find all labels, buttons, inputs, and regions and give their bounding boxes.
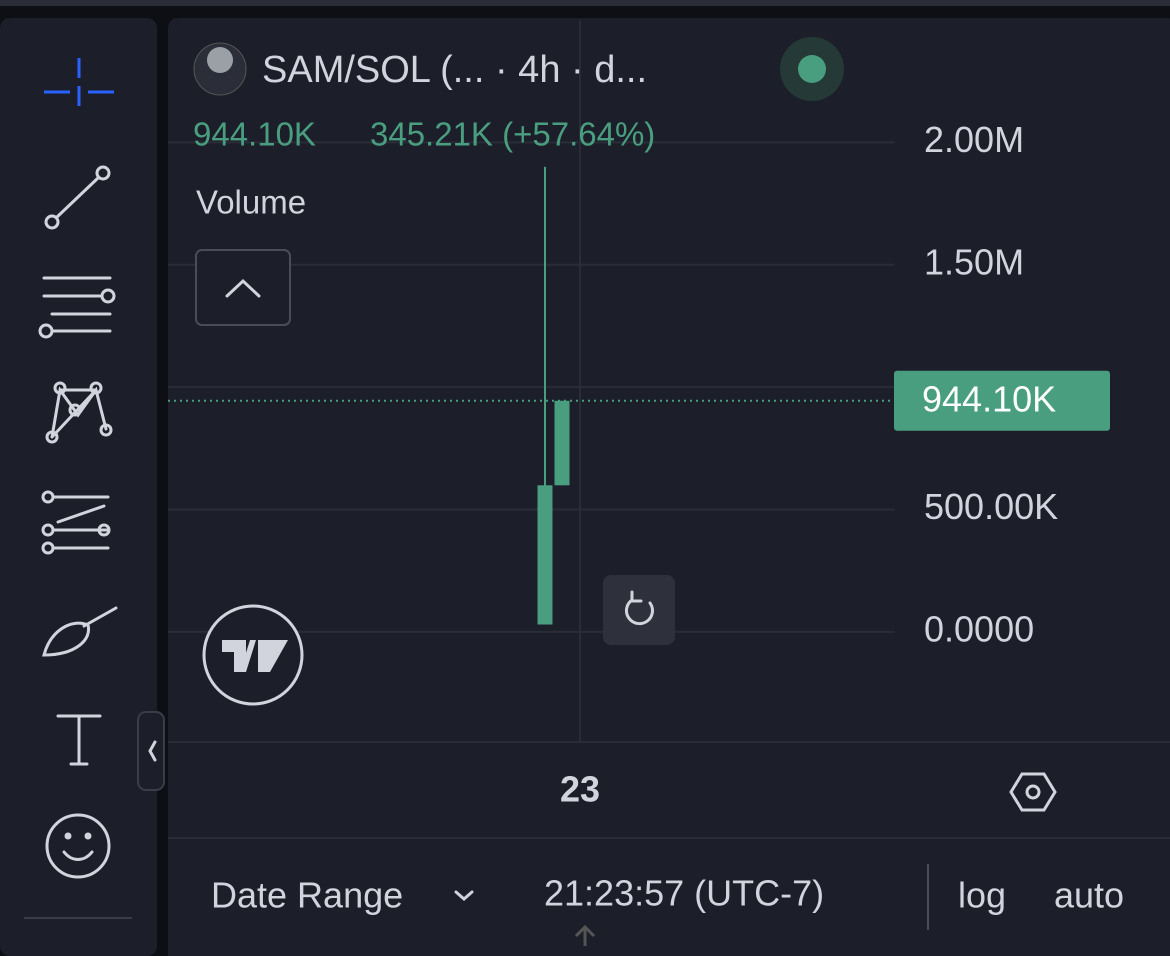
dropdown-icon bbox=[454, 890, 474, 901]
date-range[interactable]: Date Range bbox=[211, 875, 403, 916]
icon-part bbox=[89, 381, 103, 395]
icon-part bbox=[100, 288, 116, 304]
arrow-icon bbox=[574, 924, 596, 946]
status-dot bbox=[798, 55, 826, 83]
price-label: 944.10K bbox=[922, 378, 1056, 419]
icon-part bbox=[38, 323, 54, 339]
logo[interactable] bbox=[202, 604, 304, 706]
candle-body bbox=[537, 485, 553, 625]
reset-button[interactable] bbox=[603, 575, 675, 645]
icon-part bbox=[95, 165, 111, 181]
indicator-name: Volume bbox=[196, 184, 306, 221]
settings-icon-center bbox=[1025, 784, 1041, 800]
icon-part bbox=[41, 523, 55, 537]
clock: 21:23:57 (UTC-7) bbox=[544, 873, 824, 914]
prediction-tool[interactable] bbox=[41, 490, 111, 555]
expand-button[interactable] bbox=[195, 249, 291, 326]
icon-part bbox=[41, 490, 55, 504]
pattern-tool[interactable] bbox=[45, 381, 113, 444]
icon-part bbox=[41, 541, 55, 555]
symbol: SAM/SOL (... · 4h · d... bbox=[262, 49, 647, 91]
log-toggle[interactable]: log bbox=[958, 875, 1006, 916]
icon-part bbox=[42, 276, 112, 333]
icon-part bbox=[44, 214, 60, 230]
fib-tool[interactable] bbox=[38, 276, 116, 339]
change-value: 345.21K (+57.64%) bbox=[370, 116, 655, 153]
plot bbox=[168, 20, 895, 742]
emoji-tool[interactable] bbox=[45, 813, 111, 879]
brush-tool[interactable] bbox=[42, 606, 118, 657]
y-tick-label: 1.50M bbox=[924, 241, 1024, 282]
chevron-up bbox=[225, 278, 261, 298]
settings-icon bbox=[1009, 772, 1057, 812]
settings-button[interactable] bbox=[1009, 772, 1057, 812]
y-tick-label: 500.00K bbox=[924, 486, 1058, 527]
text-tool[interactable] bbox=[56, 714, 102, 766]
y-tick-label: 0.0000 bbox=[924, 608, 1034, 649]
auto-toggle[interactable]: auto bbox=[1054, 875, 1124, 916]
crosshair-tool[interactable] bbox=[44, 58, 114, 106]
icon-part bbox=[99, 423, 113, 437]
icon-part bbox=[84, 832, 92, 840]
price-label-bg bbox=[894, 370, 1110, 431]
logo-mark bbox=[222, 640, 288, 672]
trendline-tool[interactable] bbox=[44, 165, 111, 230]
candle-body bbox=[554, 400, 570, 486]
collapse-icon bbox=[148, 740, 157, 762]
top-edge bbox=[0, 0, 1170, 6]
icon-part bbox=[45, 430, 59, 444]
token-avatar-face bbox=[207, 47, 233, 73]
icon-part bbox=[55, 176, 100, 219]
reset-icon bbox=[625, 590, 654, 626]
icon-part bbox=[52, 495, 110, 550]
chart-panel bbox=[168, 18, 1170, 956]
icon-part bbox=[53, 381, 67, 395]
x-tick-label: 23 bbox=[560, 769, 600, 810]
last-value: 944.10K bbox=[193, 116, 316, 153]
icon-part bbox=[42, 606, 118, 657]
icon-part bbox=[68, 403, 82, 417]
crosshair-icon bbox=[44, 58, 114, 106]
y-tick-label: 2.00M bbox=[924, 119, 1024, 160]
icon-part bbox=[64, 832, 72, 840]
icon-part bbox=[56, 714, 102, 766]
icon-part bbox=[97, 523, 111, 537]
toolbar bbox=[0, 18, 157, 956]
icon-part bbox=[45, 813, 111, 879]
icon-part bbox=[62, 850, 94, 861]
